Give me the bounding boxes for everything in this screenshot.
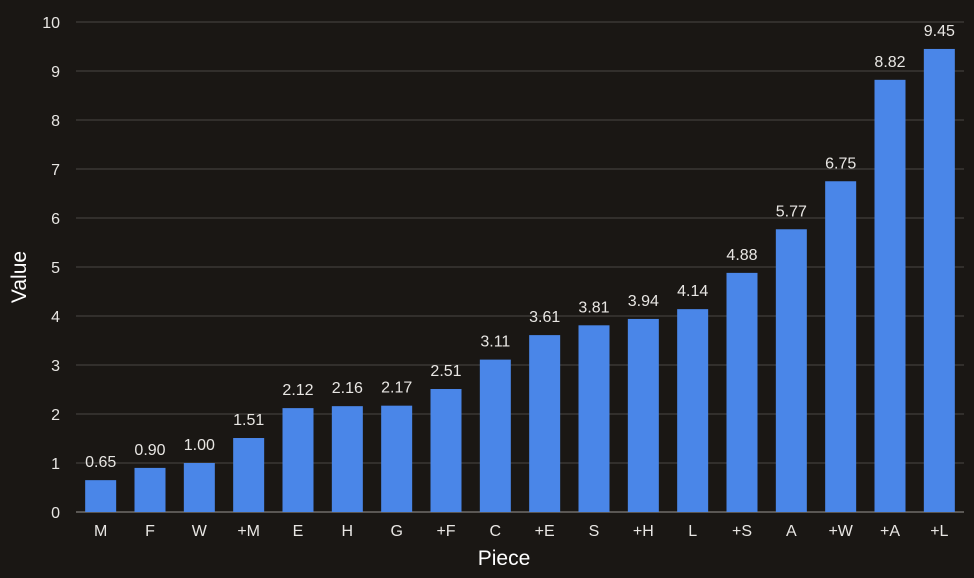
- bar: [775, 229, 807, 512]
- bar: [726, 272, 758, 512]
- data-label: 2.12: [282, 382, 313, 399]
- y-tick-label: 0: [51, 505, 60, 522]
- bars: [85, 48, 955, 512]
- x-tick-label: +A: [880, 523, 900, 540]
- y-tick-label: 5: [51, 260, 60, 277]
- bar: [825, 181, 857, 512]
- y-tick-label: 8: [51, 113, 60, 130]
- bar: [677, 309, 709, 512]
- data-labels: 0.65 0.90 1.00 1.51 2.12 2.16 2.17 2.51 3.11 3.61…: [85, 23, 955, 471]
- x-tick-label: C: [490, 523, 502, 540]
- x-tick-label: A: [786, 523, 797, 540]
- y-tick-label: 3: [51, 358, 60, 375]
- bar: [183, 463, 215, 512]
- bar: [578, 325, 610, 512]
- data-label: 3.61: [529, 309, 560, 326]
- x-tick-label: +M: [237, 523, 260, 540]
- y-tick-label: 1: [51, 456, 60, 473]
- data-label: 0.65: [85, 454, 116, 471]
- bar: [874, 79, 906, 512]
- y-tick-label: 6: [51, 211, 60, 228]
- y-axis-ticks: 0 1 2 3 4 5 6 7 8 9 10: [42, 15, 60, 522]
- y-tick-label: 4: [51, 309, 60, 326]
- x-axis-ticks: M F W +M E H G +F C +E S +H L +S A +W +A +L: [94, 523, 949, 540]
- data-label: 1.51: [233, 412, 264, 429]
- data-label: 2.17: [381, 380, 412, 397]
- x-tick-label: +E: [535, 523, 555, 540]
- x-tick-label: E: [293, 523, 304, 540]
- x-tick-label: +S: [732, 523, 752, 540]
- bar: [529, 335, 561, 512]
- x-tick-label: S: [589, 523, 600, 540]
- x-tick-label: +F: [436, 523, 455, 540]
- data-label: 3.11: [480, 334, 510, 351]
- bar: [430, 389, 462, 512]
- data-label: 5.77: [776, 203, 807, 220]
- x-tick-label: +H: [633, 523, 654, 540]
- y-tick-label: 9: [51, 64, 60, 81]
- bar: [85, 480, 117, 512]
- gridlines: [76, 21, 964, 513]
- y-axis-title: Value: [8, 251, 31, 303]
- bar: [233, 438, 265, 512]
- y-tick-label: 7: [51, 162, 60, 179]
- data-label: 2.51: [430, 363, 461, 380]
- x-tick-label: +W: [828, 523, 853, 540]
- bar: [331, 406, 363, 512]
- x-tick-label: +L: [930, 523, 948, 540]
- data-label: 4.88: [726, 247, 757, 264]
- x-tick-label: H: [342, 523, 354, 540]
- data-label: 3.94: [628, 293, 659, 310]
- data-label: 6.75: [825, 155, 856, 172]
- bar: [923, 48, 955, 512]
- y-tick-label: 10: [42, 15, 60, 32]
- x-tick-label: M: [94, 523, 107, 540]
- bar: [479, 359, 511, 512]
- data-label: 2.16: [332, 380, 363, 397]
- data-label: 3.81: [578, 299, 609, 316]
- data-label: 8.82: [874, 54, 905, 71]
- x-tick-label: W: [192, 523, 208, 540]
- data-label: 4.14: [677, 283, 708, 300]
- x-axis-title: Piece: [478, 547, 531, 570]
- x-tick-label: F: [145, 523, 155, 540]
- x-tick-label: L: [688, 523, 697, 540]
- x-tick-label: G: [390, 523, 402, 540]
- data-label: 1.00: [184, 437, 215, 454]
- data-label: 9.45: [924, 23, 955, 40]
- y-tick-label: 2: [51, 407, 60, 424]
- bar: [282, 408, 314, 512]
- data-label: 0.90: [134, 442, 165, 459]
- bar: [381, 405, 413, 512]
- bar: [627, 318, 659, 512]
- bar: [134, 467, 166, 512]
